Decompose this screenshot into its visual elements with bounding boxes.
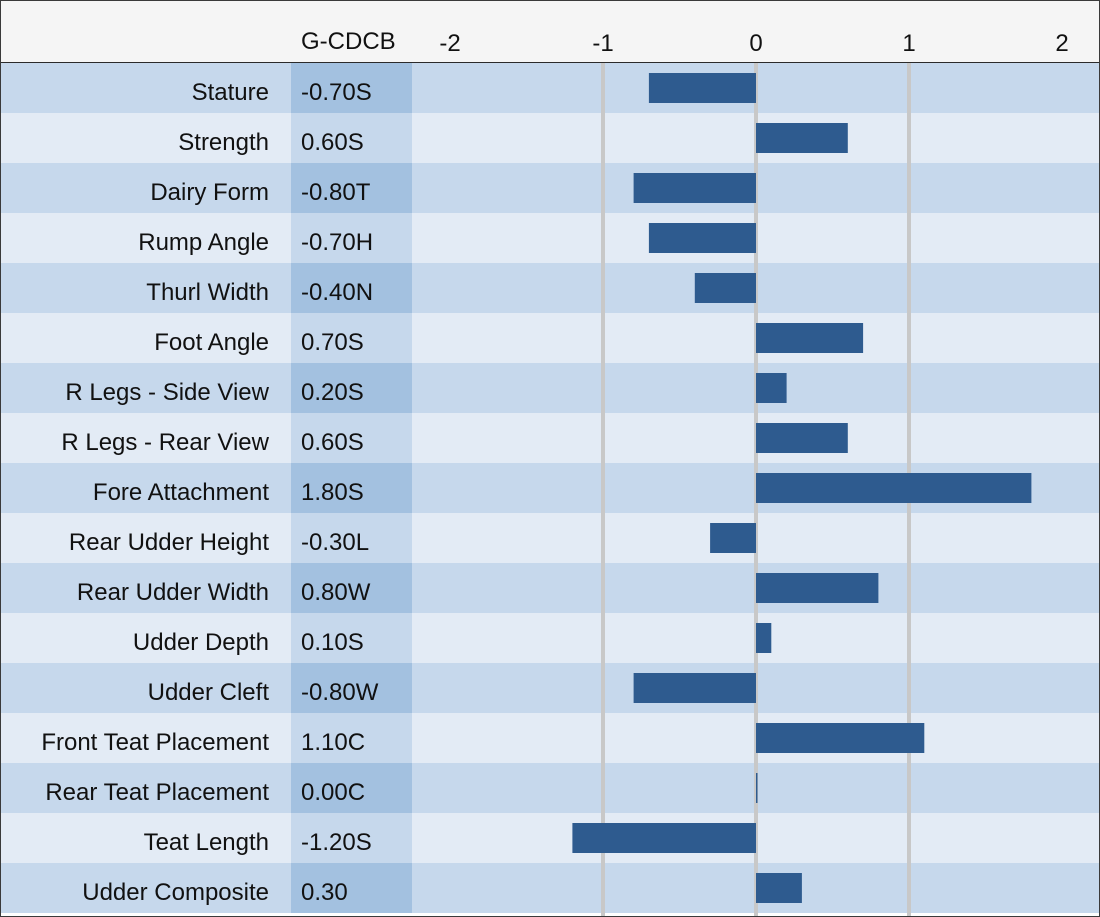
x-tick-label: -1 [592, 30, 613, 57]
value-cell [291, 113, 412, 163]
header-rule [1, 62, 1099, 63]
trait-value: 1.80S [301, 479, 364, 506]
value-cell [291, 613, 412, 663]
trait-value: -0.80W [301, 679, 379, 706]
trait-label: Stature [192, 79, 269, 106]
trait-bar [756, 373, 787, 403]
value-cell [291, 413, 412, 463]
trait-label: R Legs - Rear View [61, 429, 269, 456]
row-band [1, 613, 1099, 663]
trait-value: 0.20S [301, 379, 364, 406]
trait-value: -0.70S [301, 79, 372, 106]
value-cell [291, 313, 412, 363]
trait-label: Front Teat Placement [41, 729, 269, 756]
trait-value: -0.40N [301, 279, 373, 306]
value-cell [291, 863, 412, 913]
trait-bar [633, 173, 756, 203]
x-tick-label: 2 [1055, 30, 1068, 57]
value-cell [291, 713, 412, 763]
trait-bar [694, 273, 756, 303]
row-band [1, 363, 1099, 413]
value-cell [291, 63, 412, 113]
row-band [1, 63, 1099, 113]
value-cell [291, 763, 412, 813]
row-band [1, 263, 1099, 313]
trait-bar [648, 73, 756, 103]
trait-bar [756, 473, 1032, 503]
row-band [1, 563, 1099, 613]
trait-value: 0.60S [301, 429, 364, 456]
value-cell [291, 513, 412, 563]
trait-label: Udder Depth [133, 629, 269, 656]
trait-value: -0.80T [301, 179, 371, 206]
trait-label: Rear Udder Width [77, 579, 269, 606]
trait-bar [756, 423, 848, 453]
row-band [1, 663, 1099, 713]
trait-label: Udder Composite [82, 879, 269, 906]
row-band [1, 163, 1099, 213]
trait-value: 0.60S [301, 129, 364, 156]
value-cell [291, 213, 412, 263]
value-column-header: G-CDCB [301, 28, 396, 55]
row-band [1, 513, 1099, 563]
row-band [1, 313, 1099, 363]
trait-label: Foot Angle [154, 329, 269, 356]
value-cell [291, 463, 412, 513]
trait-label: Udder Cleft [148, 679, 270, 706]
row-band [1, 813, 1099, 863]
trait-label: Strength [178, 129, 269, 156]
trait-label: Rear Udder Height [69, 529, 269, 556]
trait-value: 0.10S [301, 629, 364, 656]
trait-bar [756, 723, 925, 753]
trait-value: -1.20S [301, 829, 372, 856]
trait-bar [756, 773, 758, 803]
trait-bar [648, 223, 756, 253]
trait-label: Fore Attachment [93, 479, 269, 506]
value-cell [291, 363, 412, 413]
value-cell [291, 163, 412, 213]
x-tick-label: 0 [749, 30, 762, 57]
trait-label: Rump Angle [138, 229, 269, 256]
x-tick-label: 1 [902, 30, 915, 57]
row-band [1, 113, 1099, 163]
trait-bar [633, 673, 756, 703]
row-band [1, 213, 1099, 263]
trait-label: Thurl Width [146, 279, 269, 306]
trait-value: 0.70S [301, 329, 364, 356]
trait-bar [756, 123, 848, 153]
trait-bar [756, 873, 802, 903]
trait-value: 0.00C [301, 779, 365, 806]
trait-value: 1.10C [301, 729, 365, 756]
value-cell [291, 663, 412, 713]
value-cell [291, 263, 412, 313]
trait-label: Dairy Form [150, 179, 269, 206]
trait-value: 0.30 [301, 879, 348, 906]
trait-bar [572, 823, 756, 853]
value-cell [291, 563, 412, 613]
trait-label: Rear Teat Placement [45, 779, 269, 806]
trait-bar [756, 623, 772, 653]
trait-bar [756, 573, 879, 603]
x-tick-label: -2 [439, 30, 460, 57]
trait-value: -0.70H [301, 229, 373, 256]
row-band [1, 863, 1099, 913]
header-band [1, 1, 1099, 62]
trait-value: 0.80W [301, 579, 371, 606]
row-band [1, 413, 1099, 463]
trait-label: Teat Length [144, 829, 269, 856]
trait-bar [756, 323, 864, 353]
row-band [1, 763, 1099, 813]
trait-bar [710, 523, 756, 553]
trait-value: -0.30L [301, 529, 369, 556]
trait-label: R Legs - Side View [65, 379, 269, 406]
value-cell [291, 813, 412, 863]
